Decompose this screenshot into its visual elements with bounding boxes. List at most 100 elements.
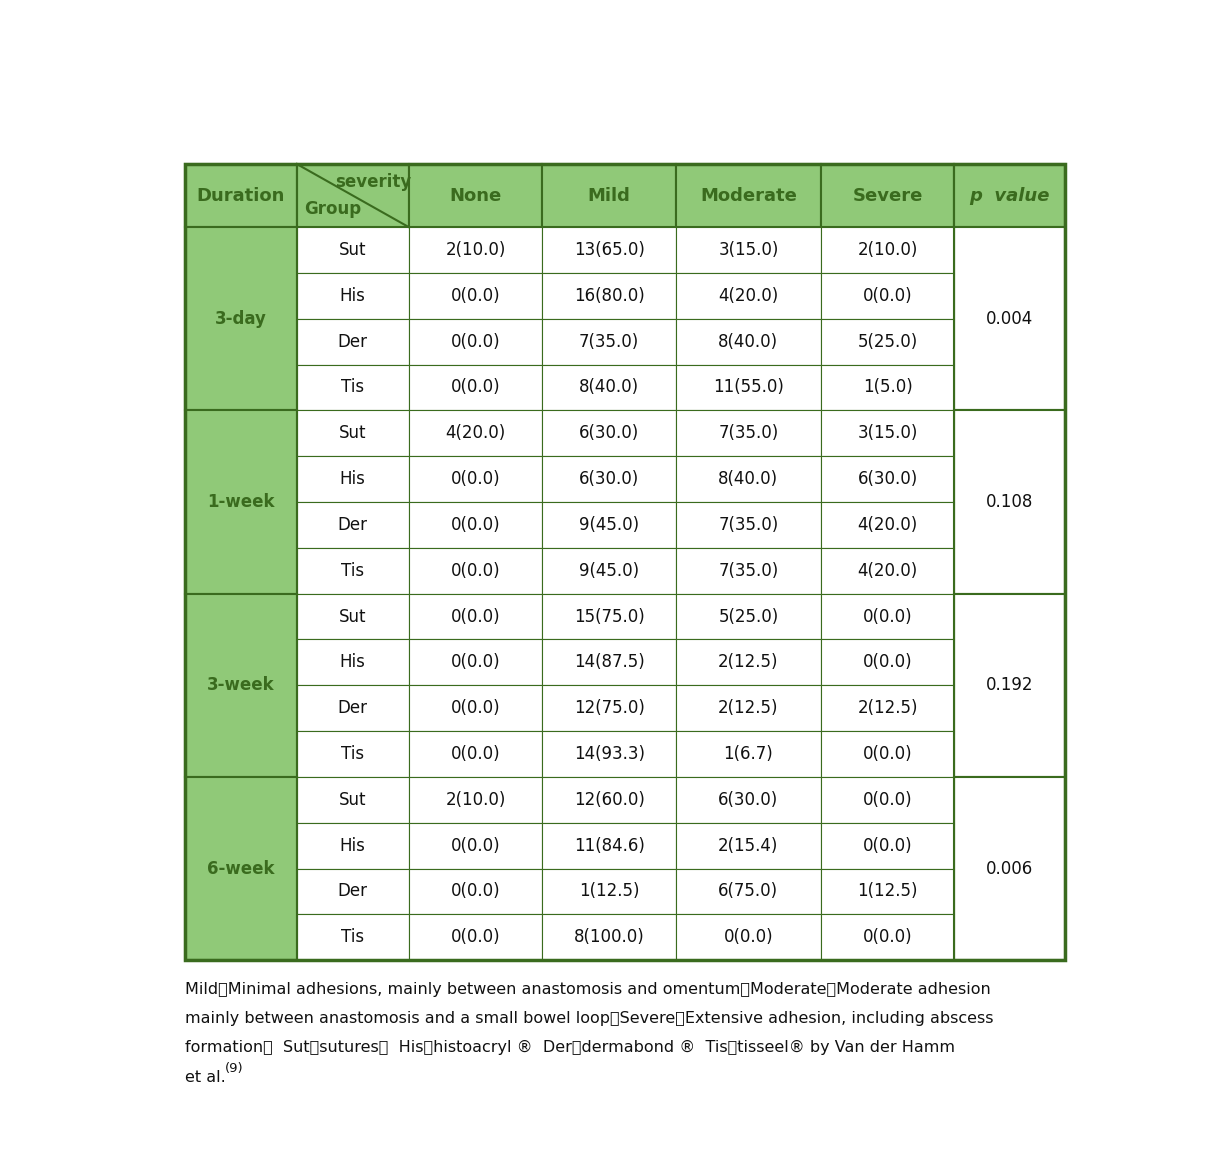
Bar xyxy=(408,640,542,686)
Text: 14(93.3): 14(93.3) xyxy=(574,745,645,763)
Bar xyxy=(677,319,820,365)
Text: 0.108: 0.108 xyxy=(986,493,1034,511)
Bar xyxy=(296,777,408,823)
Bar xyxy=(408,686,542,731)
Bar xyxy=(542,594,677,640)
Text: 6-week: 6-week xyxy=(207,859,274,877)
Bar xyxy=(954,227,1064,411)
Text: 0(0.0): 0(0.0) xyxy=(863,654,913,672)
Text: Mild：Minimal adhesions, mainly between anastomosis and omentum；Moderate：Moderate: Mild：Minimal adhesions, mainly between a… xyxy=(185,981,990,997)
Text: Moderate: Moderate xyxy=(700,187,797,204)
Text: Tis: Tis xyxy=(341,745,364,763)
Text: 0(0.0): 0(0.0) xyxy=(451,470,501,488)
Text: His: His xyxy=(340,837,366,855)
Bar xyxy=(542,319,677,365)
Bar xyxy=(677,411,820,457)
Bar xyxy=(296,319,408,365)
Bar xyxy=(820,686,954,731)
Text: 0(0.0): 0(0.0) xyxy=(451,837,501,855)
Text: Sut: Sut xyxy=(339,424,367,443)
Bar xyxy=(677,915,820,960)
Text: 11(84.6): 11(84.6) xyxy=(574,837,645,855)
Text: 7(35.0): 7(35.0) xyxy=(718,515,779,534)
Bar xyxy=(542,777,677,823)
Bar xyxy=(677,365,820,411)
Bar xyxy=(542,365,677,411)
Bar xyxy=(677,777,820,823)
Text: 13(65.0): 13(65.0) xyxy=(574,241,645,259)
Text: 6(30.0): 6(30.0) xyxy=(579,424,639,443)
Bar xyxy=(542,915,677,960)
Text: 5(25.0): 5(25.0) xyxy=(718,608,779,626)
Bar xyxy=(408,365,542,411)
Bar xyxy=(820,164,954,227)
Bar xyxy=(185,777,296,960)
Bar xyxy=(820,777,954,823)
Text: 0(0.0): 0(0.0) xyxy=(451,515,501,534)
Text: 0.004: 0.004 xyxy=(986,310,1034,328)
Text: 0(0.0): 0(0.0) xyxy=(451,929,501,946)
Text: 0(0.0): 0(0.0) xyxy=(451,883,501,900)
Bar xyxy=(296,548,408,594)
Bar xyxy=(954,411,1064,594)
Text: Der: Der xyxy=(338,515,368,534)
Text: 6(30.0): 6(30.0) xyxy=(718,791,779,809)
Bar xyxy=(296,164,408,227)
Bar xyxy=(820,272,954,319)
Bar xyxy=(820,411,954,457)
Text: Tis: Tis xyxy=(341,378,364,397)
Text: None: None xyxy=(450,187,502,204)
Text: 14(87.5): 14(87.5) xyxy=(574,654,645,672)
Bar xyxy=(296,594,408,640)
Text: 0(0.0): 0(0.0) xyxy=(451,332,501,351)
Bar xyxy=(296,915,408,960)
Text: 0(0.0): 0(0.0) xyxy=(863,929,913,946)
Text: 0.006: 0.006 xyxy=(986,859,1034,877)
Bar xyxy=(820,731,954,777)
Bar xyxy=(542,640,677,686)
Text: 0(0.0): 0(0.0) xyxy=(863,608,913,626)
Bar xyxy=(408,869,542,915)
Bar xyxy=(408,823,542,869)
Text: 4(20.0): 4(20.0) xyxy=(445,424,506,443)
Text: 3-day: 3-day xyxy=(215,310,267,328)
Bar xyxy=(542,227,677,272)
Bar xyxy=(408,548,542,594)
Text: p  value: p value xyxy=(969,187,1050,204)
Text: 8(40.0): 8(40.0) xyxy=(579,378,639,397)
Text: Tis: Tis xyxy=(341,561,364,580)
Bar xyxy=(408,731,542,777)
Bar xyxy=(677,686,820,731)
Bar xyxy=(296,365,408,411)
Bar xyxy=(296,502,408,548)
Bar xyxy=(542,548,677,594)
Text: Sut: Sut xyxy=(339,791,367,809)
Bar xyxy=(820,365,954,411)
Bar xyxy=(408,272,542,319)
Bar xyxy=(954,777,1064,960)
Bar xyxy=(408,777,542,823)
Text: Der: Der xyxy=(338,700,368,717)
Bar xyxy=(296,686,408,731)
Text: Tis: Tis xyxy=(341,929,364,946)
Text: 6(30.0): 6(30.0) xyxy=(857,470,918,488)
Text: 1(6.7): 1(6.7) xyxy=(724,745,773,763)
Text: Der: Der xyxy=(338,332,368,351)
Bar xyxy=(542,411,677,457)
Bar xyxy=(185,164,296,227)
Bar xyxy=(820,823,954,869)
Bar xyxy=(677,272,820,319)
Text: 3(15.0): 3(15.0) xyxy=(857,424,918,443)
Bar xyxy=(185,594,1064,777)
Text: 7(35.0): 7(35.0) xyxy=(718,424,779,443)
Text: 4(20.0): 4(20.0) xyxy=(857,561,918,580)
Bar xyxy=(296,457,408,502)
Bar xyxy=(296,411,408,457)
Text: 8(100.0): 8(100.0) xyxy=(574,929,645,946)
Text: 0(0.0): 0(0.0) xyxy=(451,608,501,626)
Text: 1(12.5): 1(12.5) xyxy=(579,883,640,900)
Text: (9): (9) xyxy=(224,1061,244,1075)
Bar xyxy=(677,502,820,548)
Bar xyxy=(408,227,542,272)
Bar xyxy=(185,411,1064,594)
